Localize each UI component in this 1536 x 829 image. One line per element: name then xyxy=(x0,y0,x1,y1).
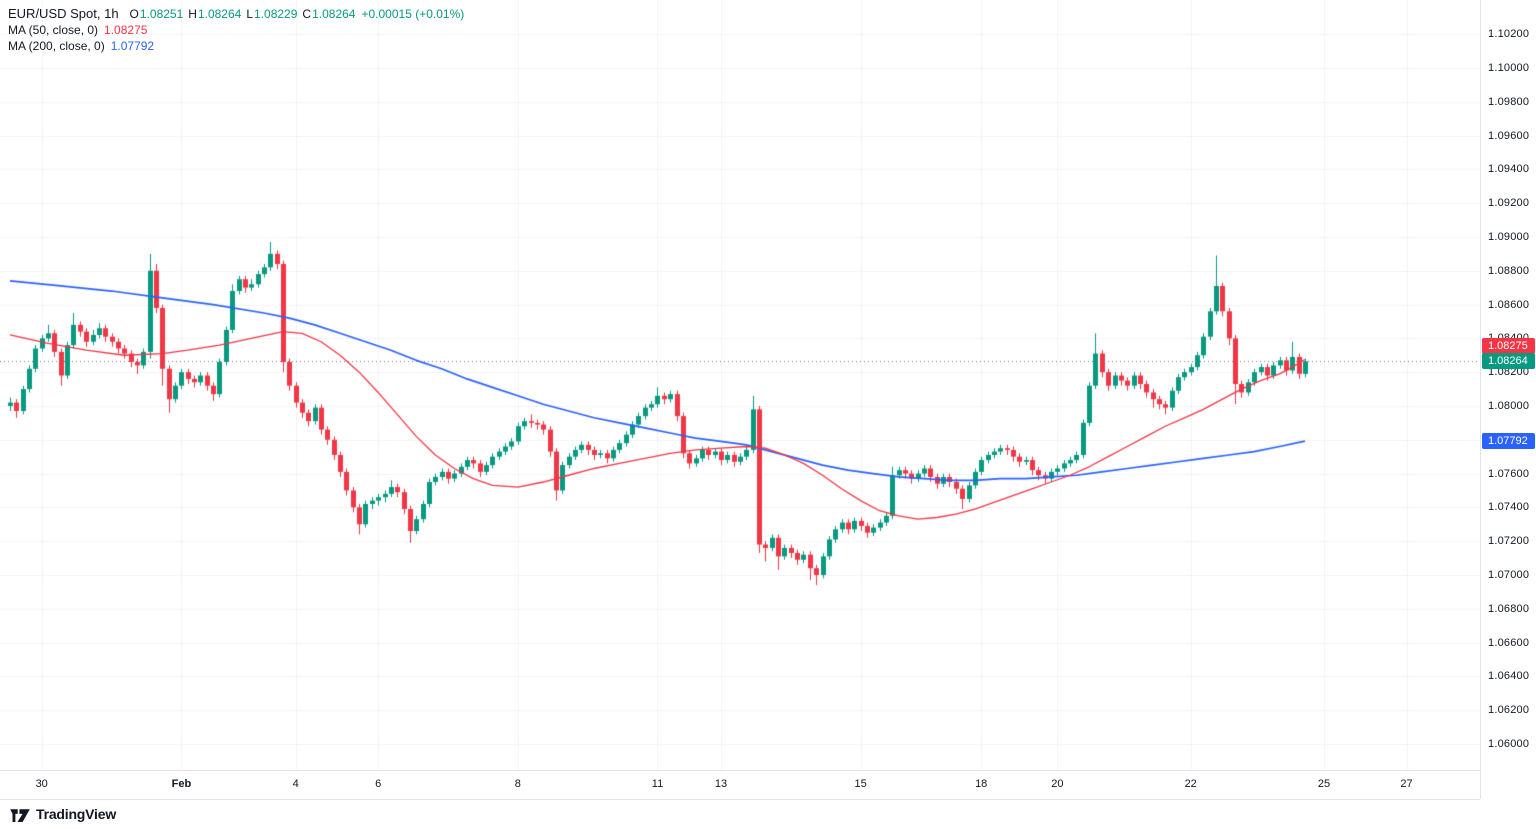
time-tick-label: 20 xyxy=(1051,778,1064,790)
time-tick-label: 25 xyxy=(1317,778,1331,790)
close-label: C xyxy=(302,7,312,21)
time-tick-label: 27 xyxy=(1400,778,1413,790)
price-tick-label: 1.06600 xyxy=(1488,636,1530,649)
ma200-row[interactable]: MA (200, close, 0) 1.07792 xyxy=(8,38,464,54)
ohlc-readout: O1.08251 H1.08264 L1.08229 C1.08264 +0.00015… xyxy=(125,7,465,21)
ma50-value: 1.08275 xyxy=(104,23,148,37)
last-price-badge: 1.08264 xyxy=(1482,353,1535,370)
time-tick-label: 11 xyxy=(651,778,664,790)
price-tick-label: 1.07400 xyxy=(1488,501,1530,514)
price-tick-label: 1.10200 xyxy=(1488,28,1530,41)
time-tick-label: 15 xyxy=(854,778,867,790)
time-tick-label: 30 xyxy=(35,778,48,790)
time-tick-label: Feb xyxy=(171,778,192,790)
time-tick-label: 6 xyxy=(375,778,382,790)
price-tick-label: 1.09600 xyxy=(1488,129,1530,142)
time-tick-label: 13 xyxy=(714,778,728,790)
tradingview-watermark[interactable]: TradingView xyxy=(10,806,116,822)
price-tick-label: 1.08800 xyxy=(1488,264,1530,277)
time-axis[interactable]: 30 Feb 4 6 8 11 13 15 18 20 22 25 27 xyxy=(0,770,1480,800)
ma200-label: MA (200, close, 0) xyxy=(8,39,105,53)
price-tick-label: 1.09800 xyxy=(1488,95,1530,108)
symbol-row: EUR/USD Spot, 1h O1.08251 H1.08264 L1.08229… xyxy=(8,6,464,22)
time-tick-label: 4 xyxy=(292,778,299,790)
price-tick-label: 1.07200 xyxy=(1488,535,1530,548)
ma50-price-badge: 1.08275 xyxy=(1482,338,1535,355)
low-label: L xyxy=(246,7,254,21)
price-tick-label: 1.09400 xyxy=(1488,163,1530,176)
price-tick-label: 1.10000 xyxy=(1488,61,1530,74)
ma200-value: 1.07792 xyxy=(110,39,155,53)
time-tick-label: 22 xyxy=(1184,778,1197,790)
high-label: H xyxy=(188,7,197,21)
price-axis[interactable]: 1.10200 1.10000 1.09800 1.09600 1.09400 1.092… xyxy=(1480,0,1536,799)
time-tick-label: 18 xyxy=(975,778,988,790)
close-value: 1.08264 xyxy=(312,7,356,21)
tradingview-logo-icon xyxy=(10,808,30,822)
ma50-row[interactable]: MA (50, close, 0) 1.08275 xyxy=(8,22,464,38)
ma50-label: MA (50, close, 0) xyxy=(8,23,99,37)
price-tick-label: 1.06800 xyxy=(1488,602,1530,615)
price-tick-label: 1.07000 xyxy=(1488,569,1530,581)
price-tick-label: 1.08600 xyxy=(1488,298,1530,311)
time-tick-label: 8 xyxy=(514,778,521,790)
price-tick-label: 1.06200 xyxy=(1488,704,1530,717)
symbol-title[interactable]: EUR/USD Spot, 1h xyxy=(8,6,119,21)
price-tick-label: 1.06000 xyxy=(1488,738,1530,750)
price-tick-label: 1.06400 xyxy=(1488,670,1530,683)
tradingview-wordmark: TradingView xyxy=(36,806,117,822)
price-tick-label: 1.09200 xyxy=(1488,197,1530,210)
legend: EUR/USD Spot, 1h O1.08251 H1.08264 L1.08229… xyxy=(8,6,464,54)
ma200-price-badge: 1.07792 xyxy=(1482,433,1535,450)
low-value: 1.08229 xyxy=(254,7,298,21)
open-value: 1.08251 xyxy=(139,7,184,21)
high-value: 1.08264 xyxy=(197,7,242,21)
price-tick-label: 1.07600 xyxy=(1488,467,1530,480)
price-tick-label: 1.09000 xyxy=(1488,230,1530,243)
price-tick-label: 1.08000 xyxy=(1488,400,1530,412)
candlestick-plot[interactable] xyxy=(0,0,1480,770)
change-value: +0.00015 (+0.01%) xyxy=(361,7,465,21)
open-label: O xyxy=(129,7,139,21)
